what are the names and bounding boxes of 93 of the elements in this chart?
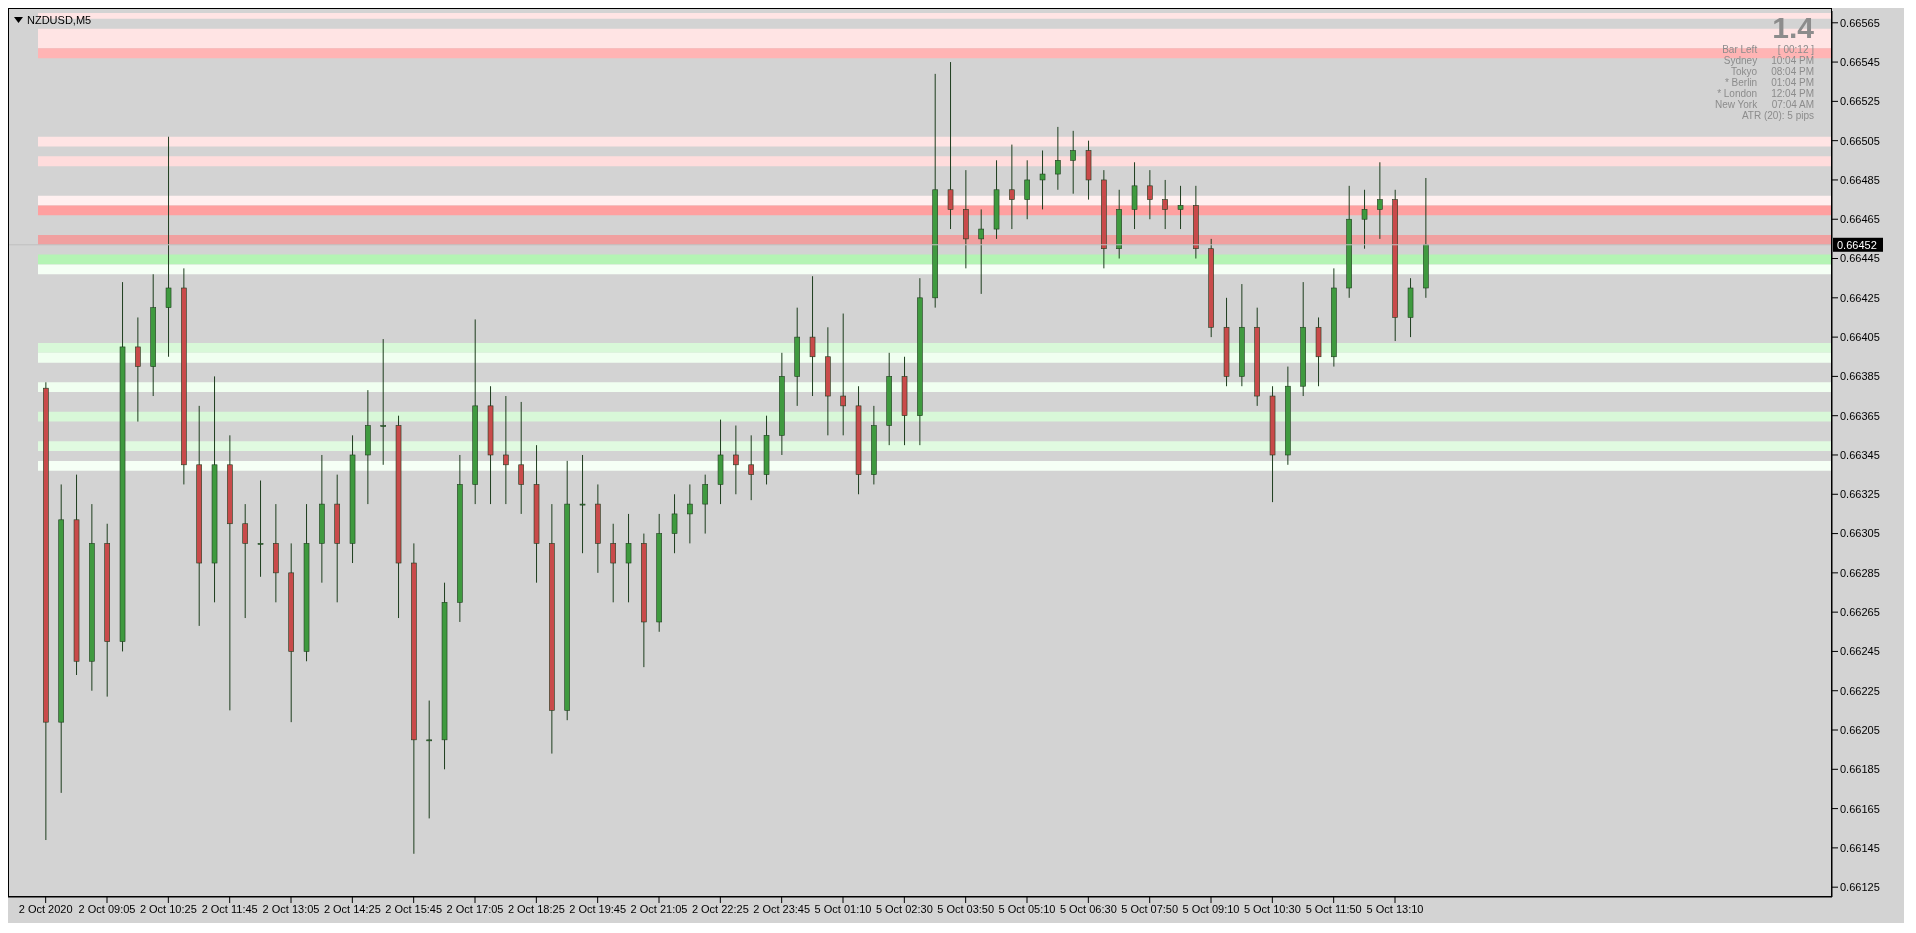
y-tick-label: 0.66525 — [1840, 95, 1880, 108]
y-tick-label: 0.66545 — [1840, 55, 1880, 68]
x-tick-label: 2 Oct 09:05 — [78, 902, 136, 915]
y-tick-label: 0.66445 — [1840, 252, 1880, 265]
y-tick-label: 0.66245 — [1840, 645, 1880, 658]
annotation: Sydney — [1722, 55, 1759, 66]
ref-line-label: 0.66452 — [1837, 238, 1877, 251]
y-tick-label: 0.66465 — [1840, 213, 1880, 226]
x-tick-label: 2 Oct 13:05 — [262, 902, 320, 915]
candlestick — [1177, 185, 1184, 230]
annotation: Bar Left — [1721, 44, 1759, 55]
annotation: 08:04 PM — [1771, 66, 1814, 77]
candlestick — [733, 425, 739, 495]
annotation: 01:04 PM — [1771, 77, 1814, 88]
x-tick-label: 5 Oct 01:10 — [814, 902, 872, 915]
x-tick-label: 5 Oct 11:50 — [1305, 902, 1362, 915]
y-tick-label: 0.66185 — [1840, 763, 1880, 776]
candlestick — [135, 316, 141, 423]
candlestick — [579, 454, 586, 554]
x-tick-label: 5 Oct 03:50 — [937, 902, 995, 915]
y-tick-label: 0.66425 — [1840, 291, 1880, 304]
x-tick-label: 2 Oct 14:25 — [323, 902, 381, 915]
x-tick-label: 5 Oct 09:10 — [1182, 902, 1240, 915]
candlestick — [426, 700, 432, 819]
candlestick — [840, 313, 846, 436]
x-tick-label: 5 Oct 05:10 — [998, 902, 1056, 915]
chart-title: NZDUSD,M5 — [27, 14, 92, 26]
y-tick-label: 0.66405 — [1840, 331, 1880, 344]
candlestick — [1147, 169, 1153, 220]
x-tick-label: 2 Oct 17:05 — [446, 902, 504, 915]
candlestick — [1377, 161, 1383, 240]
y-tick-label: 0.66165 — [1840, 802, 1880, 815]
annotation: 12:04 PM — [1771, 88, 1814, 99]
candlestick — [702, 474, 708, 535]
y-tick-label: 0.66325 — [1840, 488, 1880, 501]
x-tick-label: 5 Oct 10:30 — [1243, 902, 1301, 915]
y-tick-label: 0.66125 — [1840, 881, 1880, 894]
x-tick-label: 2 Oct 19:45 — [569, 902, 627, 915]
annotation: ATR (20): 5 pips — [1740, 110, 1814, 121]
x-tick-label: 5 Oct 07:50 — [1121, 902, 1179, 915]
candlestick — [1039, 149, 1046, 210]
annotation: New York — [1714, 99, 1759, 110]
candlestick — [809, 275, 816, 397]
x-tick-label: 2 Oct 11:45 — [201, 902, 258, 915]
annotation: 1.4 — [1771, 11, 1814, 44]
candlestick — [1024, 159, 1030, 220]
annotation: [ 00:12 ] — [1777, 44, 1814, 55]
candlestick — [503, 395, 509, 505]
candlestick — [1070, 130, 1076, 195]
y-tick-label: 0.66385 — [1840, 370, 1880, 383]
candlestick — [947, 61, 954, 230]
candlestick — [242, 503, 248, 619]
y-tick-label: 0.66565 — [1840, 16, 1880, 29]
x-tick-label: 2 Oct 22:25 — [691, 902, 749, 915]
annotation: 07:04 AM — [1771, 99, 1814, 110]
x-tick-label: 5 Oct 06:30 — [1059, 902, 1117, 915]
candlestick — [978, 208, 984, 295]
x-tick-label: 2 Oct 18:25 — [507, 902, 565, 915]
annotation: 10:04 PM — [1771, 55, 1814, 66]
y-tick-label: 0.66345 — [1840, 448, 1880, 461]
candlestick — [380, 338, 386, 466]
y-tick-label: 0.66365 — [1840, 409, 1880, 422]
candlestick — [610, 523, 616, 603]
candlestick — [257, 480, 264, 578]
y-tick-label: 0.66305 — [1840, 527, 1880, 540]
x-tick-label: 2 Oct 21:05 — [630, 902, 688, 915]
annotation: * London — [1716, 88, 1759, 99]
candlestick — [671, 493, 678, 554]
x-tick-label: 5 Oct 02:30 — [875, 902, 933, 915]
y-tick-label: 0.66265 — [1840, 606, 1880, 619]
x-tick-label: 2 Oct 23:45 — [753, 902, 811, 915]
candlestick — [748, 434, 754, 501]
candlestick — [518, 401, 524, 515]
y-tick-label: 0.66145 — [1840, 841, 1880, 854]
candlestick — [1009, 144, 1015, 230]
y-tick-label: 0.66485 — [1840, 173, 1880, 186]
candlestick — [1131, 161, 1138, 230]
x-tick-label: 2 Oct 10:25 — [139, 902, 197, 915]
y-tick-label: 0.66505 — [1840, 134, 1880, 147]
candlestick — [625, 513, 632, 603]
annotation: Tokyo — [1731, 66, 1759, 77]
x-tick-label: 5 Oct 13:10 — [1366, 902, 1424, 915]
y-tick-label: 0.66285 — [1840, 566, 1880, 579]
candlestick — [1361, 189, 1368, 250]
y-tick-label: 0.66205 — [1840, 723, 1880, 736]
candlestick — [1055, 126, 1061, 191]
annotation: * Berlin — [1723, 77, 1759, 88]
candlestick — [165, 136, 172, 358]
x-tick-label: 2 Oct 15:45 — [385, 902, 443, 915]
candlestick — [1162, 179, 1168, 230]
candlestick — [687, 483, 693, 544]
y-tick-label: 0.66225 — [1840, 684, 1880, 697]
x-tick-label: 2 Oct 2020 — [18, 902, 73, 915]
